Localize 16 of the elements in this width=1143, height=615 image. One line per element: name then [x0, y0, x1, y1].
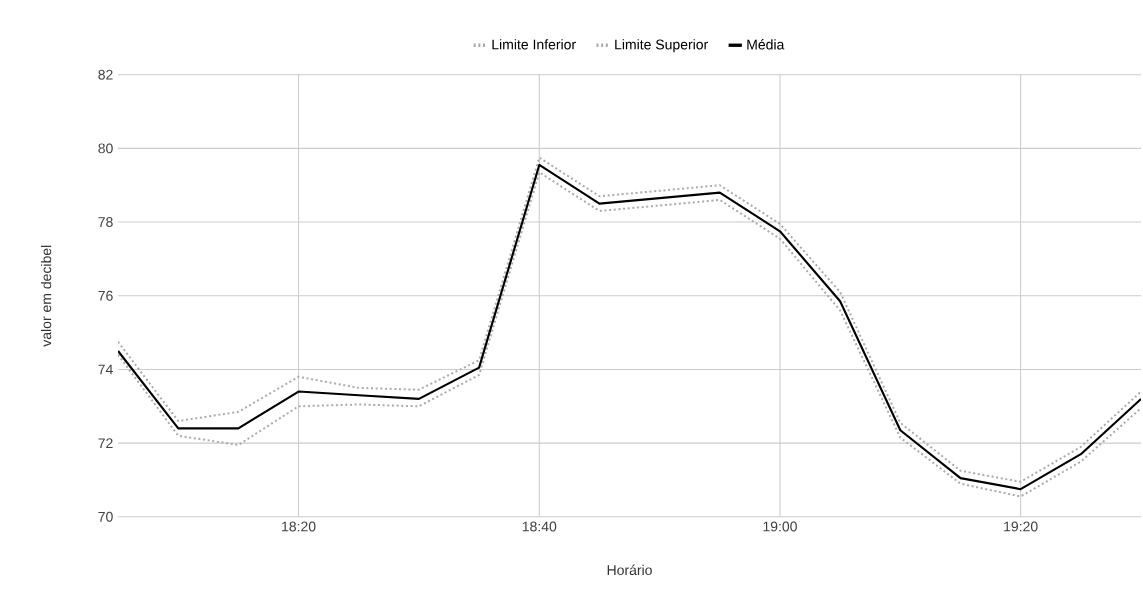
y-tick-label: 78 [98, 217, 113, 228]
y-tick-label: 74 [98, 364, 113, 375]
y-tick-label: 72 [98, 438, 113, 449]
y-tick-label: 70 [98, 511, 113, 522]
x-tick-label: 18:40 [522, 521, 557, 532]
x-tick-label: 19:00 [763, 521, 797, 532]
y-axis-title: valor em decibel [40, 245, 52, 347]
y-tick-label: 82 [98, 69, 113, 80]
y-tick-label: 80 [98, 143, 113, 154]
legend-label: Limite Inferior [492, 39, 576, 50]
legend-label: Limite Superior [615, 39, 708, 53]
x-tick-label: 19:20 [1004, 521, 1038, 532]
x-axis-title: Horário [607, 564, 652, 576]
legend-label: Média [747, 39, 785, 50]
y-tick-label: 76 [98, 290, 113, 301]
x-tick-label: 18:20 [282, 521, 316, 532]
